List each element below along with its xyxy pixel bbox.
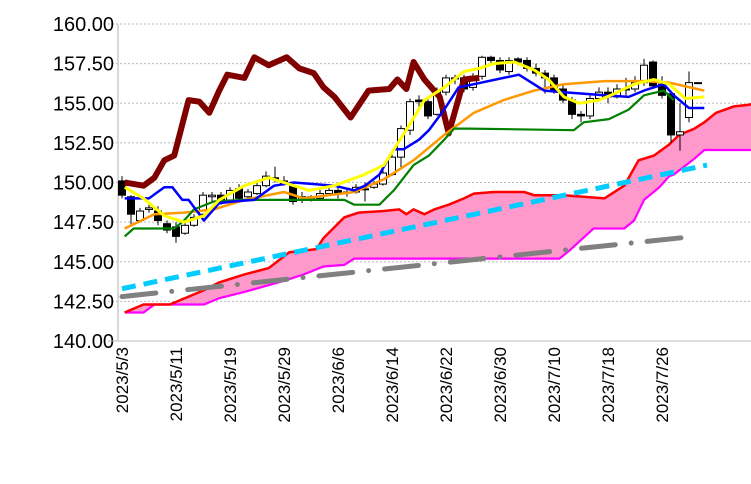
x-tick-label: 2023/7/26 bbox=[653, 347, 672, 423]
y-tick-label: 140.00 bbox=[53, 331, 114, 353]
candle-body bbox=[496, 59, 504, 71]
x-tick-label: 2023/6/14 bbox=[383, 347, 402, 423]
candle-body bbox=[253, 185, 261, 195]
x-tick-label: 2023/6/6 bbox=[329, 347, 348, 413]
x-tick-label: 2023/7/10 bbox=[545, 347, 564, 423]
x-tick-label: 2023/6/22 bbox=[437, 347, 456, 423]
candle-body bbox=[577, 113, 585, 117]
y-tick-label: 150.00 bbox=[53, 173, 114, 195]
candle-body bbox=[325, 189, 333, 195]
candle-body bbox=[586, 97, 594, 117]
long-term-dashdot-line bbox=[119, 233, 697, 300]
candle-body bbox=[424, 101, 432, 117]
x-tick-label: 2023/5/29 bbox=[275, 347, 294, 423]
ma-short-line bbox=[123, 60, 705, 224]
senkou-span-b-line bbox=[124, 148, 751, 314]
y-tick-label: 155.00 bbox=[53, 93, 114, 115]
candle-body bbox=[487, 56, 495, 61]
candle-body bbox=[244, 191, 252, 198]
candle-body bbox=[181, 224, 189, 234]
candle-body bbox=[649, 61, 657, 87]
y-tick-label: 157.50 bbox=[53, 54, 114, 76]
candle-body bbox=[415, 99, 423, 103]
kijun-sen-line bbox=[123, 89, 675, 238]
y-tick-label: 160.00 bbox=[53, 14, 114, 36]
y-tick-label: 142.50 bbox=[53, 291, 114, 313]
x-tick-label: 2023/7/18 bbox=[599, 347, 618, 423]
x-tick-label: 2023/6/30 bbox=[491, 347, 510, 423]
tenkan-sen-line bbox=[124, 73, 705, 222]
y-tick-label: 145.00 bbox=[53, 252, 114, 274]
chikou-span-line bbox=[124, 54, 480, 189]
candle-body bbox=[694, 82, 702, 85]
candle-body bbox=[145, 207, 153, 210]
candle-body bbox=[127, 196, 135, 215]
x-tick-label: 2023/5/3 bbox=[113, 347, 132, 413]
candle-body bbox=[163, 223, 171, 231]
x-tick-label: 2023/5/19 bbox=[221, 347, 240, 423]
candle-body bbox=[208, 194, 216, 198]
y-tick-label: 147.50 bbox=[53, 212, 114, 234]
x-tick-label: 2023/5/11 bbox=[167, 347, 186, 421]
candle-body bbox=[676, 131, 684, 136]
y-tick-label: 152.50 bbox=[53, 133, 114, 155]
candle-body bbox=[505, 59, 513, 73]
candle-body bbox=[685, 82, 693, 119]
trend-dashed-line bbox=[121, 162, 708, 292]
senkou-span-a-line bbox=[124, 103, 751, 314]
